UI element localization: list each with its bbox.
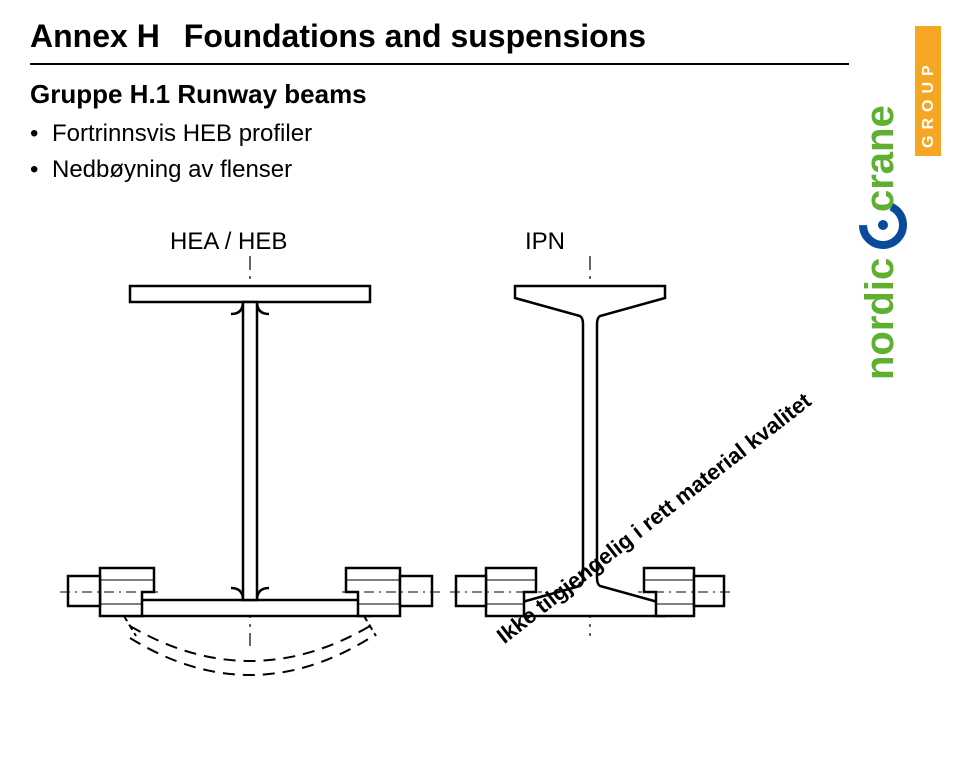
title-row: Annex H Foundations and suspensions bbox=[30, 18, 849, 55]
page-title: Foundations and suspensions bbox=[184, 18, 646, 55]
logo-text-crane: crane bbox=[859, 105, 902, 212]
company-logo: nordic crane GROUP bbox=[859, 10, 949, 410]
bullet-item: Nedbøyning av flenser bbox=[30, 152, 849, 188]
logo-text-nordic: nordic bbox=[859, 258, 902, 380]
bullet-list: Fortrinnsvis HEB profiler Nedbøyning av … bbox=[30, 116, 849, 188]
title-divider bbox=[30, 63, 849, 65]
subtitle: Gruppe H.1 Runway beams bbox=[30, 79, 849, 110]
figure-area: HEA / HEB IPN bbox=[30, 206, 849, 726]
annex-label: Annex H bbox=[30, 18, 160, 55]
page-root: Annex H Foundations and suspensions Grup… bbox=[0, 0, 959, 762]
logo-text-group: GROUP bbox=[920, 59, 937, 148]
bullet-item: Fortrinnsvis HEB profiler bbox=[30, 116, 849, 152]
